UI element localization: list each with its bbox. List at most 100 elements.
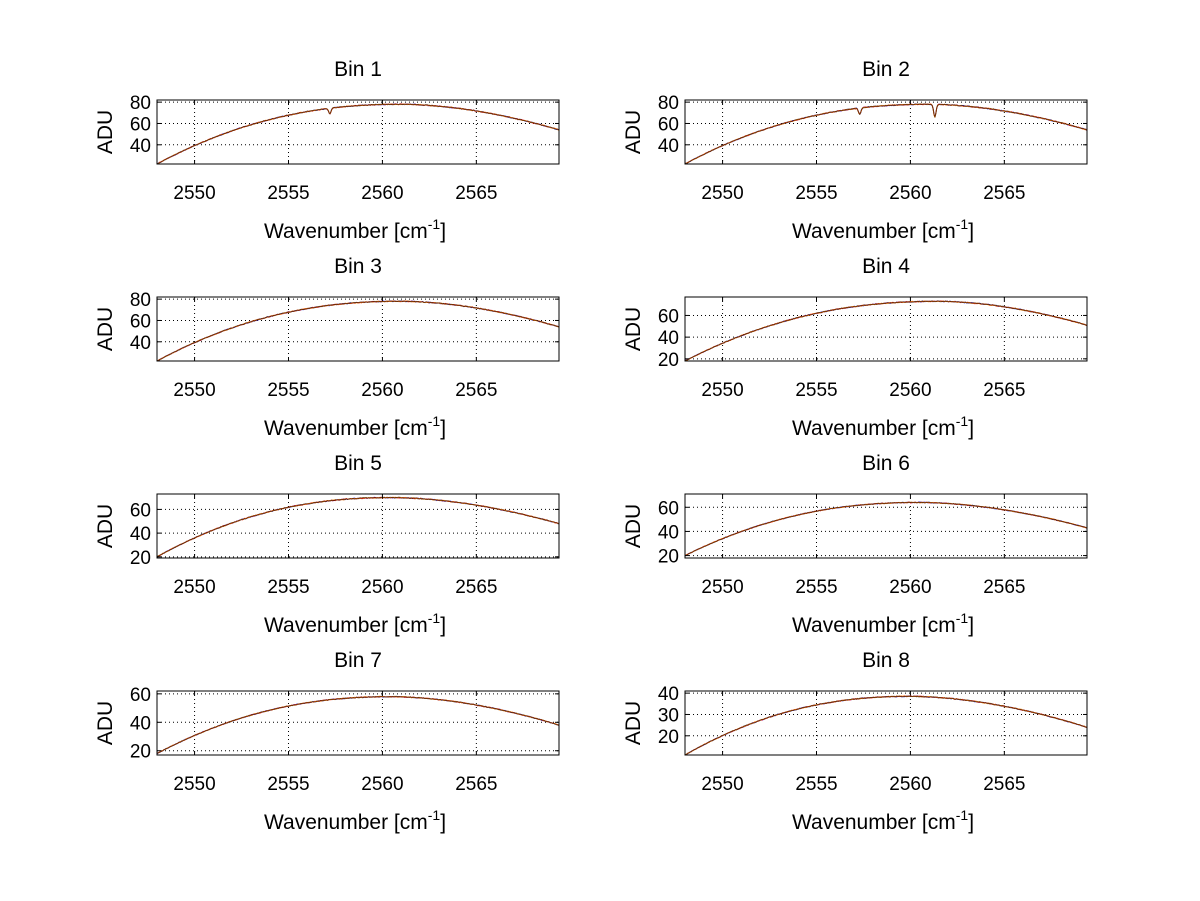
x-tick-label: 2555 [795, 577, 837, 598]
axes-frame [156, 690, 560, 756]
x-tick-label: 2555 [267, 380, 309, 401]
x-tick-label: 2550 [173, 577, 215, 598]
y-tick-label: 40 [658, 136, 679, 157]
subplot-5-series-4 [156, 496, 560, 558]
x-tick-label: 2555 [795, 380, 837, 401]
y-tick-label: 60 [130, 114, 151, 135]
axes-frame [156, 99, 560, 165]
subplot-8-series-4 [684, 695, 1088, 756]
y-tick-label: 20 [658, 350, 679, 371]
x-tick-label: 2560 [889, 380, 931, 401]
y-tick-label: 40 [130, 136, 151, 157]
x-axis-label-main: Wavenumber [cm [792, 220, 956, 243]
x-axis-label: Wavenumber [cm-1] [792, 807, 974, 834]
x-tick-label: 2550 [173, 183, 215, 204]
subplot-6-series-4 [684, 501, 1088, 556]
x-tick-label: 2565 [455, 774, 497, 795]
x-tick-label: 2565 [983, 577, 1025, 598]
subplot-4-series-4 [684, 300, 1088, 362]
subplot-2-series-4 [684, 103, 1088, 165]
x-axis-label-superscript: -1 [428, 610, 441, 626]
x-axis-label-superscript: -1 [956, 216, 969, 232]
x-axis-label: Wavenumber [cm-1] [264, 413, 446, 440]
x-tick-label: 2560 [889, 577, 931, 598]
y-axis-label: ADU [622, 110, 645, 154]
y-tick-label: 60 [130, 500, 151, 521]
x-axis-label-suffix: ] [440, 220, 446, 243]
y-tick-label: 80 [130, 93, 151, 114]
axes-frame [684, 99, 1088, 165]
y-tick-label: 60 [658, 114, 679, 135]
axes-frame [156, 493, 560, 559]
x-axis-label-suffix: ] [968, 811, 974, 834]
x-axis-label-main: Wavenumber [cm [264, 614, 428, 637]
subplot-1-series-4 [156, 103, 560, 165]
x-axis-label-main: Wavenumber [cm [792, 417, 956, 440]
x-tick-label: 2550 [701, 380, 743, 401]
x-tick-label: 2555 [267, 774, 309, 795]
y-axis-label: ADU [94, 110, 117, 154]
subplot-title: Bin 8 [862, 649, 910, 672]
x-tick-label: 2550 [173, 774, 215, 795]
x-tick-label: 2550 [701, 774, 743, 795]
subplot-7-series-4 [156, 695, 560, 754]
subplot-title: Bin 7 [334, 649, 382, 672]
x-tick-label: 2560 [361, 380, 403, 401]
y-tick-label: 20 [130, 742, 151, 763]
y-tick-label: 40 [658, 522, 679, 543]
subplot-title: Bin 1 [334, 58, 382, 81]
x-tick-label: 2565 [983, 774, 1025, 795]
x-axis-label-suffix: ] [968, 614, 974, 637]
x-tick-label: 2555 [795, 183, 837, 204]
x-axis-label: Wavenumber [cm-1] [264, 807, 446, 834]
x-axis-label: Wavenumber [cm-1] [792, 216, 974, 243]
y-axis-label: ADU [94, 504, 117, 548]
x-tick-label: 2565 [455, 183, 497, 204]
x-tick-label: 2565 [983, 183, 1025, 204]
x-tick-label: 2560 [361, 183, 403, 204]
y-tick-label: 80 [658, 93, 679, 114]
x-axis-label-main: Wavenumber [cm [264, 417, 428, 440]
subplot-title: Bin 2 [862, 58, 910, 81]
x-axis-label-suffix: ] [440, 614, 446, 637]
y-axis-label: ADU [94, 307, 117, 351]
x-tick-label: 2565 [983, 380, 1025, 401]
x-tick-label: 2565 [455, 380, 497, 401]
axes-frame [156, 296, 560, 362]
y-tick-label: 40 [130, 333, 151, 354]
x-axis-label-superscript: -1 [428, 216, 441, 232]
y-tick-label: 40 [658, 328, 679, 349]
y-axis-label: ADU [622, 504, 645, 548]
y-tick-label: 20 [130, 548, 151, 569]
x-axis-label: Wavenumber [cm-1] [792, 610, 974, 637]
x-axis-label-main: Wavenumber [cm [792, 811, 956, 834]
y-tick-label: 60 [658, 306, 679, 327]
x-axis-label: Wavenumber [cm-1] [792, 413, 974, 440]
x-tick-label: 2550 [173, 380, 215, 401]
subplot-7: 2550 2555 2560 2565 20 40 60 Bin 7 ADU Wavenumber… [94, 649, 560, 834]
x-tick-label: 2555 [795, 774, 837, 795]
y-tick-label: 60 [130, 311, 151, 332]
x-axis-label-main: Wavenumber [cm [264, 220, 428, 243]
axes-frame [684, 493, 1088, 559]
x-axis-label-superscript: -1 [428, 413, 441, 429]
y-tick-label: 40 [130, 713, 151, 734]
subplot-5: 2550 2555 2560 2565 20 40 60 Bin 5 ADU Wavenumber… [94, 452, 560, 637]
x-tick-label: 2555 [267, 577, 309, 598]
subplot-title: Bin 5 [334, 452, 382, 475]
y-axis-label: ADU [622, 307, 645, 351]
subplot-title: Bin 6 [862, 452, 910, 475]
x-axis-label: Wavenumber [cm-1] [264, 216, 446, 243]
subplot-title: Bin 4 [862, 255, 910, 278]
y-tick-label: 20 [658, 547, 679, 568]
x-axis-label: Wavenumber [cm-1] [264, 610, 446, 637]
x-tick-label: 2560 [889, 183, 931, 204]
subplot-title: Bin 3 [334, 255, 382, 278]
x-tick-label: 2550 [701, 577, 743, 598]
